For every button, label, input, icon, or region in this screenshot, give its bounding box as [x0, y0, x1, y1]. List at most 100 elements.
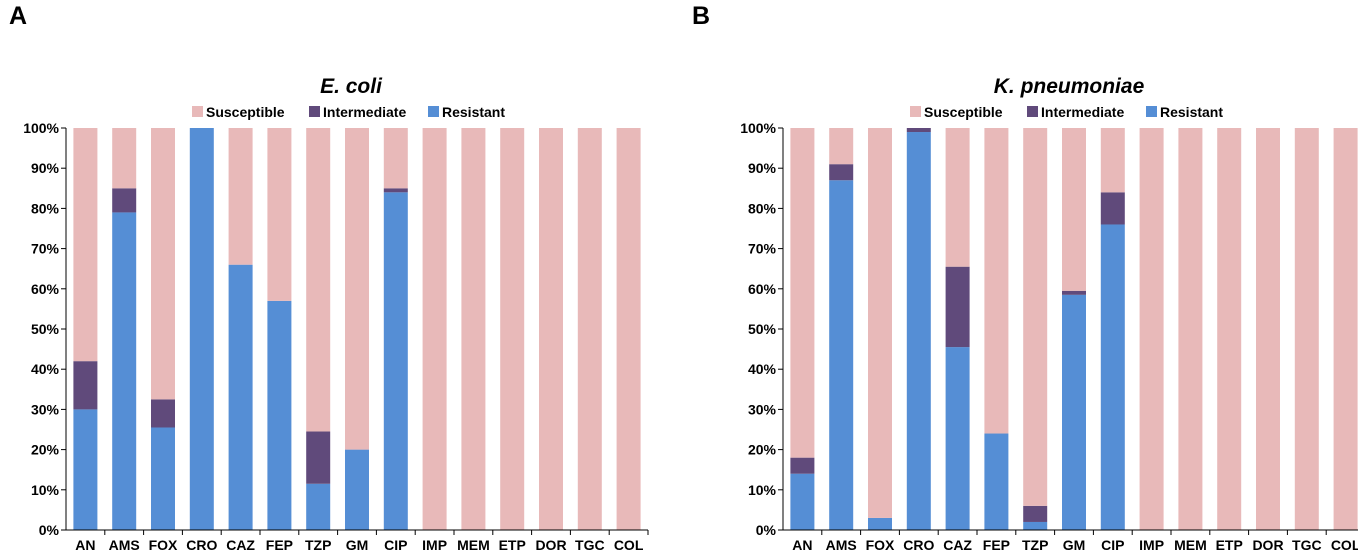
chart0-bar-gm-susceptible — [345, 128, 369, 450]
chart0-bar-ams-resistant — [112, 212, 137, 531]
chart1-bar-dor-susceptible — [1256, 128, 1280, 530]
chart1-xtick-label-fep: FEP — [983, 537, 1010, 553]
chart1-bar-cip-resistant — [1100, 224, 1125, 531]
chart0-legend-label-susceptible: Susceptible — [206, 104, 285, 120]
chart1-ytick-label-4: 40% — [748, 361, 777, 377]
chart0-ytick-label-6: 60% — [31, 281, 60, 297]
chart1-ytick-label-6: 60% — [748, 281, 777, 297]
chart1-bar-imp-susceptible — [1139, 128, 1164, 530]
chart0-xtick-label-mem: MEM — [457, 537, 490, 553]
chart0-ytick-label-3: 30% — [31, 401, 60, 417]
chart1-xtick-label-cro: CRO — [903, 537, 934, 553]
chart1-ytick-label-5: 50% — [748, 321, 777, 337]
chart0-bar-cip-susceptible — [383, 128, 408, 189]
chart1-ytick-label-7: 70% — [748, 241, 777, 257]
chart1-bar-tzp-resistant — [1023, 521, 1048, 530]
panel-letter-a: A — [9, 2, 27, 30]
chart0-xtick-label-ams: AMS — [109, 537, 140, 553]
chart0-bar-fox-resistant — [151, 427, 175, 530]
chart1-xtick-label-cip: CIP — [1101, 537, 1124, 553]
chart1-ytick-label-10: 100% — [740, 120, 776, 136]
chart1-xtick-label-ams: AMS — [826, 537, 857, 553]
chart0-bar-cip-intermediate — [383, 188, 408, 193]
chart1-bar-tgc-susceptible — [1294, 128, 1319, 530]
chart1-xtick-label-imp: IMP — [1139, 537, 1164, 553]
chart1-bar-ams-resistant — [829, 180, 854, 530]
chart1-bar-fox-susceptible — [868, 128, 892, 518]
chart1-bar-gm-resistant — [1062, 294, 1086, 530]
chart1-bar-caz-susceptible — [945, 128, 970, 267]
chart0-ytick-label-1: 10% — [31, 482, 60, 498]
chart1-bar-caz-resistant — [945, 347, 970, 530]
chart1-xtick-label-etp: ETP — [1216, 537, 1243, 553]
chart0-bar-tzp-resistant — [306, 483, 331, 530]
chart1-bar-tzp-susceptible — [1023, 128, 1048, 506]
chart-e-coli: E. coli Susceptible Intermediate Resistant 0… — [23, 75, 649, 553]
chart1-xtick-label-mem: MEM — [1174, 537, 1207, 553]
chart0-legend-label-resistant: Resistant — [442, 104, 505, 120]
chart1-bar-fox-resistant — [868, 517, 892, 530]
chart1-bar-etp-susceptible — [1217, 128, 1242, 530]
chart1-xtick-label-tzp: TZP — [1022, 537, 1048, 553]
chart1-bar-cro-resistant — [906, 132, 931, 530]
chart0-xtick-label-col: COL — [614, 537, 644, 553]
chart0-bar-fep-susceptible — [267, 128, 292, 301]
chart0-title: E. coli — [320, 75, 383, 98]
chart1-legend-label-intermediate: Intermediate — [1041, 104, 1124, 120]
chart0-ytick-label-0: 0% — [39, 522, 60, 538]
chart1-ytick-label-9: 90% — [748, 160, 777, 176]
chart0-xtick-label-fox: FOX — [149, 537, 178, 553]
chart1-legend-swatch-resistant — [1146, 106, 1157, 117]
chart0-legend-swatch-intermediate — [309, 106, 320, 117]
chart1-bar-gm-susceptible — [1062, 128, 1086, 291]
chart1-xtick-label-gm: GM — [1063, 537, 1086, 553]
chart0-ytick-label-8: 80% — [31, 200, 60, 216]
chart0-ytick-label-4: 40% — [31, 361, 60, 377]
chart1-ytick-label-3: 30% — [748, 401, 777, 417]
chart0-xtick-label-fep: FEP — [266, 537, 293, 553]
chart0-bar-tgc-susceptible — [577, 128, 602, 530]
chart1-bar-col-susceptible — [1333, 128, 1358, 530]
chart0-bar-tzp-intermediate — [306, 431, 331, 484]
chart0-bar-col-susceptible — [616, 128, 641, 530]
chart0-bar-fox-susceptible — [151, 128, 175, 400]
chart1-xtick-label-caz: CAZ — [943, 537, 972, 553]
chart1-xtick-label-fox: FOX — [866, 537, 895, 553]
chart1-bar-caz-intermediate — [945, 266, 970, 348]
chart1-bar-ams-intermediate — [829, 164, 854, 181]
chart1-legend-label-resistant: Resistant — [1160, 104, 1223, 120]
chart1-bar-cip-susceptible — [1100, 128, 1125, 193]
chart0-bar-an-susceptible — [73, 128, 98, 362]
chart0-bar-fep-resistant — [267, 300, 292, 530]
chart1-bar-an-intermediate — [790, 457, 815, 474]
chart0-legend-swatch-resistant — [428, 106, 439, 117]
chart1-title: K. pneumoniae — [994, 75, 1145, 98]
chart1-xtick-label-tgc: TGC — [1292, 537, 1322, 553]
chart0-bar-imp-susceptible — [422, 128, 447, 530]
chart0-bar-fox-intermediate — [151, 399, 175, 428]
chart0-ytick-label-7: 70% — [31, 241, 60, 257]
chart1-bar-fep-susceptible — [984, 128, 1009, 434]
chart1-bar-cip-intermediate — [1100, 192, 1125, 225]
chart0-bar-cip-resistant — [383, 192, 408, 530]
chart0-legend-label-intermediate: Intermediate — [323, 104, 406, 120]
chart0-bar-cro-resistant — [189, 128, 214, 530]
chart1-legend-swatch-susceptible — [910, 106, 921, 117]
chart0-xtick-label-tgc: TGC — [575, 537, 605, 553]
chart0-bar-ams-intermediate — [112, 188, 137, 213]
chart1-bar-cro-intermediate — [906, 128, 931, 133]
chart0-bar-ams-susceptible — [112, 128, 137, 189]
chart0-xtick-label-tzp: TZP — [305, 537, 331, 553]
chart0-bar-an-resistant — [73, 409, 98, 530]
chart0-bar-tzp-susceptible — [306, 128, 331, 432]
chart1-legend-label-susceptible: Susceptible — [924, 104, 1003, 120]
panel-letter-b: B — [692, 2, 710, 30]
chart0-ytick-label-9: 90% — [31, 160, 60, 176]
chart1-ytick-label-8: 80% — [748, 200, 777, 216]
chart0-bar-etp-susceptible — [500, 128, 525, 530]
chart-k-pneumoniae: K. pneumoniae Susceptible Intermediate Resi… — [740, 75, 1358, 553]
chart0-xtick-label-etp: ETP — [499, 537, 526, 553]
chart0-xtick-label-cro: CRO — [186, 537, 217, 553]
chart0-bar-dor-susceptible — [539, 128, 563, 530]
